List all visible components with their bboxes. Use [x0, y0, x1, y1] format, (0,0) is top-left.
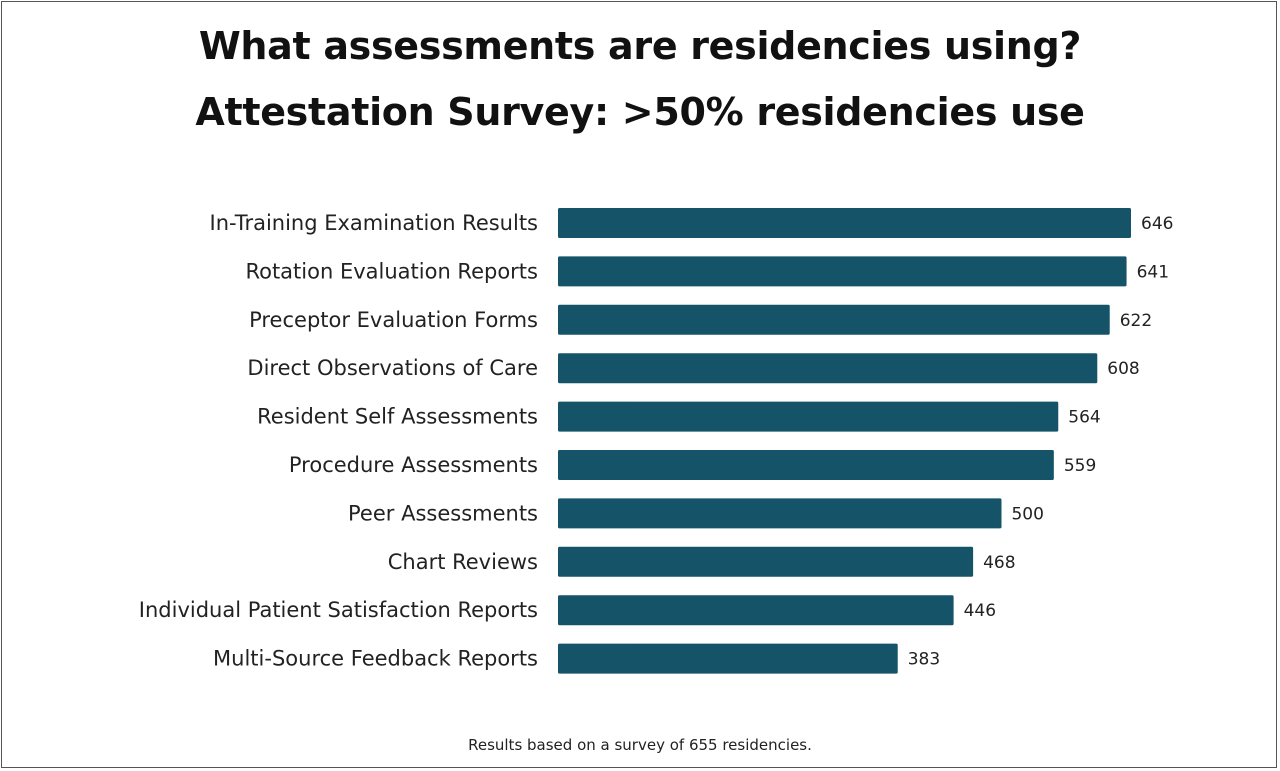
- footnote: Results based on a survey of 655 residen…: [468, 736, 812, 754]
- category-label: Procedure Assessments: [289, 453, 538, 477]
- bar: [558, 401, 1059, 432]
- value-label: 641: [1137, 262, 1169, 282]
- bar: [558, 450, 1054, 480]
- chart-title: What assessments are residencies using?: [198, 24, 1082, 68]
- bar: [558, 595, 954, 626]
- category-label: Peer Assessments: [348, 501, 538, 525]
- chart-subtitle: Attestation Survey: >50% residencies use: [195, 90, 1085, 134]
- value-label: 622: [1120, 311, 1152, 331]
- value-label: 608: [1107, 359, 1139, 379]
- category-label: Direct Observations of Care: [247, 356, 538, 380]
- value-label: 564: [1068, 408, 1100, 428]
- category-label: Chart Reviews: [388, 550, 538, 574]
- bar: [558, 643, 898, 674]
- value-label: 468: [983, 553, 1015, 573]
- value-label: 500: [1011, 504, 1043, 524]
- bar: [558, 498, 1002, 529]
- category-label: Multi-Source Feedback Reports: [213, 647, 538, 671]
- bar: [558, 256, 1127, 287]
- bar: [558, 304, 1110, 335]
- value-label: 646: [1141, 214, 1173, 234]
- bar: [558, 353, 1098, 384]
- category-label: Individual Patient Satisfaction Reports: [139, 598, 538, 622]
- bar: [558, 208, 1131, 238]
- category-label: Rotation Evaluation Reports: [245, 259, 538, 283]
- value-label: 559: [1064, 456, 1096, 476]
- category-label: Resident Self Assessments: [257, 405, 538, 429]
- category-label: Preceptor Evaluation Forms: [249, 308, 538, 332]
- value-label: 446: [964, 601, 996, 621]
- value-label: 383: [908, 650, 940, 670]
- bar: [558, 546, 974, 577]
- category-label: In-Training Examination Results: [210, 211, 538, 235]
